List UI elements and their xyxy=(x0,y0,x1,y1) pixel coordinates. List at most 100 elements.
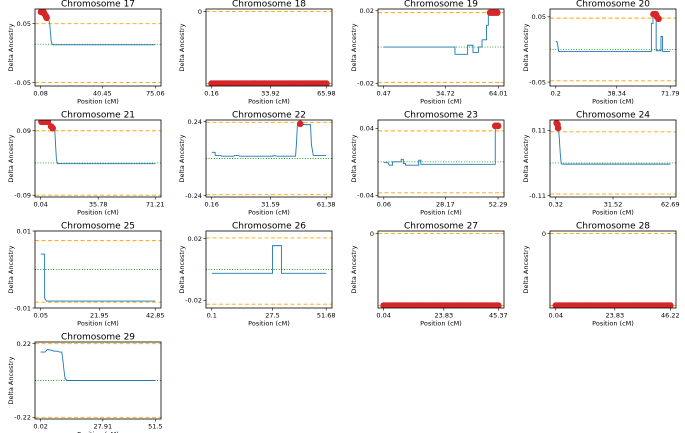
x-tick-label: 0.04 xyxy=(33,201,47,209)
x-tick-label: 71.21 xyxy=(146,201,165,209)
delta-ancestry-series xyxy=(211,124,327,157)
y-tick-label: -0.22 xyxy=(14,414,31,422)
chart-panel-9: Chromosome 25 0.05 21.95 42.85 0.01 -0.01 Posi… xyxy=(7,222,165,328)
chart-panel-2: Chromosome 18 0.16 33.92 65.98 0 Position (cM… xyxy=(178,0,336,106)
y-axis-label: Delta Ancestry xyxy=(7,23,15,71)
x-tick-label: 27.91 xyxy=(94,423,113,431)
x-tick-label: 61.38 xyxy=(317,201,336,209)
chart-title: Chromosome 26 xyxy=(232,222,306,232)
plot-area xyxy=(35,240,161,303)
axes-frame xyxy=(549,8,677,87)
x-tick-label: 64.01 xyxy=(489,90,508,98)
plot-area xyxy=(550,120,676,195)
x-tick-label: 0.32 xyxy=(548,201,562,209)
axes-frame xyxy=(34,230,162,309)
x-axis-label: Position (cM) xyxy=(248,320,290,328)
x-tick-label: 23.83 xyxy=(606,312,625,320)
y-axis-label: Delta Ancestry xyxy=(178,245,186,293)
x-tick-label: 52.29 xyxy=(489,201,508,209)
y-tick-label: -0.05 xyxy=(14,79,31,87)
y-tick-label: -0.24 xyxy=(185,192,202,200)
y-axis-label: Delta Ancestry xyxy=(178,23,186,71)
plot-area xyxy=(35,9,161,83)
x-tick-label: 0.16 xyxy=(204,90,218,98)
axes-frame xyxy=(549,230,677,309)
chart-title: Chromosome 27 xyxy=(404,222,478,232)
plot-area xyxy=(35,120,161,196)
x-tick-label: 38.34 xyxy=(607,90,626,98)
x-axis-label: Position (cM) xyxy=(248,98,290,106)
significant-point xyxy=(296,120,304,128)
chart-panel-11: Chromosome 27 0.04 23.83 45.37 0 Position (cM… xyxy=(350,222,508,328)
plot-area xyxy=(378,233,504,308)
delta-ancestry-series xyxy=(555,122,671,165)
significant-point xyxy=(43,14,50,22)
y-tick-label: 0.22 xyxy=(17,340,31,348)
x-tick-label: 35.78 xyxy=(89,201,108,209)
x-tick-label: 42.85 xyxy=(146,312,165,320)
plot-area xyxy=(206,11,332,86)
significant-point xyxy=(494,122,502,130)
plot-area xyxy=(378,9,504,83)
chart-panel-13: Chromosome 29 0.02 27.91 51.5 0.22 -0.22 Posit… xyxy=(7,333,163,433)
x-tick-label: 71.79 xyxy=(661,90,680,98)
delta-ancestry-series xyxy=(40,253,156,302)
y-axis-label: Delta Ancestry xyxy=(7,356,15,404)
x-axis-label: Position (cM) xyxy=(77,98,119,106)
plot-area xyxy=(550,10,676,82)
x-axis-label: Position (cM) xyxy=(77,431,119,433)
y-axis-label: Delta Ancestry xyxy=(178,134,186,182)
y-axis-label: Delta Ancestry xyxy=(350,245,358,293)
x-tick-label: 31.52 xyxy=(604,201,623,209)
delta-ancestry-series xyxy=(383,12,499,55)
x-tick-label: 27.5 xyxy=(265,312,279,320)
axes-frame xyxy=(34,119,162,198)
chart-title: Chromosome 18 xyxy=(232,0,306,10)
x-tick-label: 28.17 xyxy=(436,201,455,209)
x-axis-label: Position (cM) xyxy=(77,320,119,328)
axes-frame xyxy=(34,341,162,420)
chart-panel-7: Chromosome 23 0.06 28.17 52.29 0.04 -0.04 Posi… xyxy=(350,111,507,217)
significant-point xyxy=(554,124,562,132)
x-axis-label: Position (cM) xyxy=(592,320,634,328)
y-axis-label: Delta Ancestry xyxy=(522,23,530,71)
chart-panel-4: Chromosome 20 0.2 38.34 71.79 0.05 -0.05 Posit… xyxy=(522,0,680,106)
y-tick-label: 0 xyxy=(370,230,374,238)
chart-title: Chromosome 24 xyxy=(576,111,650,121)
delta-ancestry-series xyxy=(555,13,671,52)
plot-area xyxy=(206,237,332,305)
chart-panel-12: Chromosome 28 0.04 23.83 46.22 0 Position (cM… xyxy=(522,222,680,328)
y-tick-label: -0.01 xyxy=(14,304,31,312)
y-tick-label: -0.02 xyxy=(357,80,374,88)
y-axis-label: Delta Ancestry xyxy=(350,134,358,182)
x-axis-label: Position (cM) xyxy=(77,209,119,217)
x-tick-label: 0.04 xyxy=(549,312,563,320)
axes-frame xyxy=(377,119,505,198)
chart-panel-5: Chromosome 21 0.04 35.78 71.21 0.09 -0.09 Posi… xyxy=(7,111,165,217)
delta-ancestry-series xyxy=(40,349,156,381)
x-axis-label: Position (cM) xyxy=(592,98,634,106)
chart-panel-3: Chromosome 19 0.47 34.72 64.01 0.02 -0.02 Posi… xyxy=(350,0,508,106)
chart-title: Chromosome 29 xyxy=(61,333,135,343)
x-axis-label: Position (cM) xyxy=(420,209,462,217)
y-tick-label: 0.02 xyxy=(360,7,374,15)
x-tick-label: 23.83 xyxy=(435,312,454,320)
y-axis-label: Delta Ancestry xyxy=(7,245,15,293)
chart-panel-6: Chromosome 22 0.16 31.59 61.38 0.24 -0.24 Posi… xyxy=(178,111,335,217)
chart-title: Chromosome 22 xyxy=(232,111,306,121)
x-tick-label: 0.47 xyxy=(376,90,390,98)
x-tick-label: 51.68 xyxy=(317,312,336,320)
axes-frame xyxy=(377,8,505,87)
significant-point xyxy=(667,302,674,308)
x-tick-label: 0.08 xyxy=(33,90,47,98)
y-tick-label: 0 xyxy=(198,8,202,16)
significant-point xyxy=(49,124,57,132)
chart-title: Chromosome 17 xyxy=(61,0,135,10)
chart-title: Chromosome 28 xyxy=(576,222,650,232)
y-tick-label: -0.02 xyxy=(185,297,202,305)
x-tick-label: 0.05 xyxy=(34,312,48,320)
chart-panel-1: Chromosome 17 0.08 40.45 75.06 0.05 -0.05 Posi… xyxy=(7,0,165,106)
x-tick-label: 33.92 xyxy=(261,90,280,98)
x-tick-label: 21.95 xyxy=(90,312,109,320)
